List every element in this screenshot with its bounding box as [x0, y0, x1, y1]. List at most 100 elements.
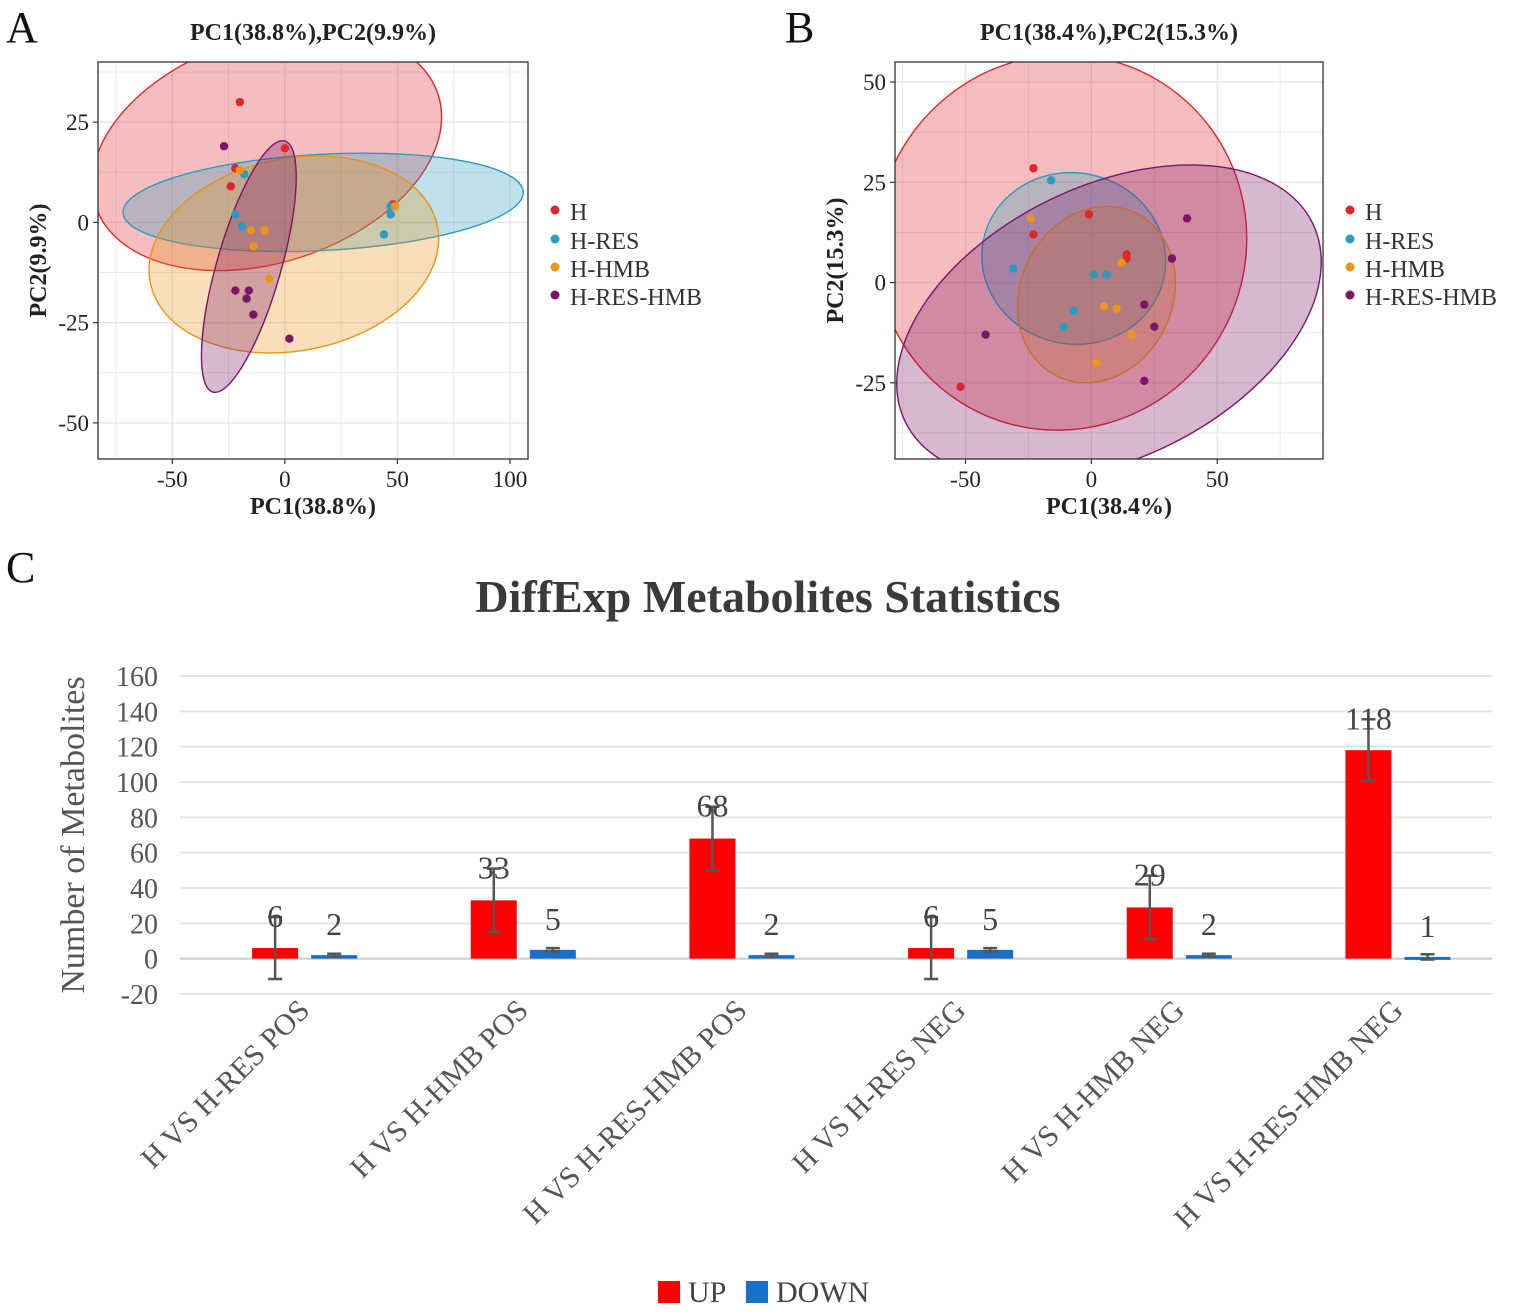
bar-y-tick-label: 40 [130, 874, 158, 905]
point-h-res-hmb-4 [981, 330, 990, 339]
y-axis-title: PC2(9.9%) [26, 204, 52, 318]
bar-legend: UP DOWN [658, 1276, 869, 1309]
legend-dot-h-a [550, 205, 560, 215]
x-axis-title: PC1(38.8%) [250, 494, 376, 520]
legend-label-h-b: H [1365, 200, 1382, 226]
bar-y-tick-label: 120 [116, 733, 158, 764]
y-tick-label: -25 [58, 311, 89, 336]
point-h-hmb-1 [246, 226, 256, 235]
legend-dot-h-res-a [550, 234, 560, 244]
x-tick-label: -50 [157, 467, 188, 492]
x-tick-label: 50 [1206, 467, 1229, 492]
point-h-hmb-0 [235, 166, 245, 175]
ellipse-h-hmb [148, 155, 440, 354]
plot-frame [97, 61, 529, 460]
data-label-down-2: 2 [763, 906, 779, 942]
x-tick-label: 50 [386, 467, 409, 492]
point-h-hmb-5 [1092, 358, 1101, 367]
point-h-res-hmb-4 [249, 310, 258, 319]
bar-chart-title: DiffExp Metabolites Statistics [475, 571, 1060, 622]
point-h-res-2 [1089, 270, 1099, 279]
point-h-res-1 [1009, 264, 1018, 273]
point-h-res-hmb-3 [1150, 322, 1159, 331]
pca-legend-b: H H-RES H-HMB H-RES-HMB [1345, 200, 1497, 311]
point-h-res-hmb-5 [1140, 376, 1149, 386]
point-h-hmb-3 [1112, 304, 1121, 313]
point-h-4 [1122, 250, 1131, 259]
ellipse-h-res [981, 171, 1167, 346]
point-h-res-3 [1102, 270, 1111, 279]
bar-chart-c: DiffExp Metabolites Statistics1601401201… [55, 571, 1492, 1235]
data-label-down-3: 5 [982, 901, 998, 937]
x-tick-label: -50 [950, 467, 981, 492]
bar-up-5 [1345, 750, 1392, 959]
point-h-hmb-0 [1026, 214, 1036, 223]
point-h-hmb-3 [249, 242, 258, 251]
point-h-1 [1029, 230, 1038, 239]
plot-title: PC1(38.4%),PC2(15.3%) [980, 20, 1238, 46]
point-h-0 [1029, 164, 1038, 173]
point-h-res-2 [237, 222, 247, 231]
pca-plot-b: -50 0 50 50 25 0 -25 PC1(38.4%),PC2(15.3%) PC1(3… [823, 20, 1324, 520]
grid-lines [98, 62, 528, 459]
y-axis-title: PC2(15.3%) [823, 198, 849, 324]
y-tick-label: 25 [863, 170, 886, 195]
legend-label-h-hmb-a: H-HMB [570, 257, 650, 283]
panel-label-c: C [6, 543, 35, 592]
point-h-1 [280, 144, 290, 153]
data-label-up-1: 33 [478, 850, 510, 886]
point-h-res-5 [1059, 322, 1068, 331]
category-label-4: H VS H-HMB NEG [995, 994, 1191, 1190]
x-tick-label: 0 [279, 467, 291, 492]
data-label-up-5: 118 [1345, 700, 1392, 736]
point-h-res-hmb-0 [219, 142, 229, 151]
ellipse-h-hmb [1016, 205, 1177, 384]
point-h-hmb-5 [390, 202, 400, 211]
category-label-2: H VS H-RES-HMB POS [517, 994, 754, 1231]
legend-label-down: DOWN [776, 1276, 869, 1309]
point-h-res-hmb-2 [1140, 300, 1149, 309]
bar-y-tick-label: 80 [130, 803, 158, 834]
bar-down-1 [529, 949, 576, 959]
data-label-up-4: 29 [1134, 857, 1166, 893]
panel-label-b: B [785, 3, 814, 52]
data-label-down-4: 2 [1201, 906, 1217, 942]
point-h-res-hmb-1 [231, 286, 240, 295]
legend-dot-h-res-hmb-b [1345, 290, 1355, 300]
point-h-0 [235, 97, 245, 107]
y-tick-label: -25 [855, 371, 886, 396]
pca-plot-a: -50 0 50 100 25 0 -25 -50 PC1(38.8%),PC2(9.9%) PC… [26, 20, 529, 520]
point-h-hmb-1 [1117, 258, 1126, 267]
point-h-res-hmb-2 [244, 286, 254, 295]
legend-label-h-res-b: H-RES [1365, 229, 1434, 255]
data-label-up-0: 6 [267, 898, 283, 934]
bar-y-tick-label: 60 [130, 839, 158, 870]
legend-label-up: UP [688, 1276, 726, 1309]
legend-swatch-up [658, 1281, 680, 1303]
point-h-2 [1084, 210, 1094, 219]
point-h-res-0 [1046, 176, 1056, 185]
point-h-hmb-2 [260, 226, 269, 235]
category-label-5: H VS H-RES-HMB NEG [1168, 994, 1410, 1236]
data-label-down-0: 2 [326, 906, 342, 942]
ellipse-h-res-hmb [896, 164, 1322, 459]
y-tick-label: -50 [58, 411, 89, 436]
point-h-res-hmb-5 [285, 334, 294, 343]
point-h-hmb-4 [264, 274, 274, 283]
legend-label-h-res-hmb-b: H-RES-HMB [1365, 285, 1497, 311]
bar-y-tick-label: 100 [116, 768, 158, 799]
y-tick-label: 50 [863, 70, 886, 95]
pca-legend-a: H H-RES H-HMB H-RES-HMB [550, 200, 702, 311]
plot-background [98, 62, 528, 459]
plot-frame [894, 61, 1324, 460]
category-label-0: H VS H-RES POS [135, 994, 317, 1176]
bar-y-tick-label: 0 [144, 945, 158, 976]
legend-dot-h-res-hmb-a [550, 290, 560, 300]
point-h-5 [956, 382, 965, 392]
legend-label-h-a: H [570, 200, 587, 226]
y-tick-label: 0 [78, 210, 90, 235]
legend-dot-h-b [1345, 205, 1355, 215]
point-h-res-4 [386, 210, 395, 219]
bar-y-tick-label: 20 [130, 909, 158, 940]
data-label-down-1: 5 [545, 901, 561, 937]
